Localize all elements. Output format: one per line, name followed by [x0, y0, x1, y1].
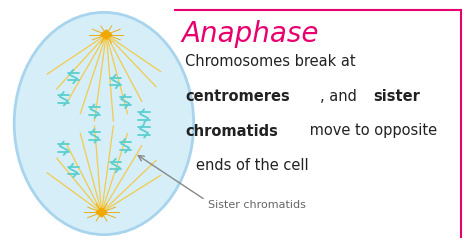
- Text: centromeres: centromeres: [185, 89, 290, 104]
- Polygon shape: [96, 208, 107, 217]
- Ellipse shape: [14, 12, 194, 235]
- Text: Chromosomes break at: Chromosomes break at: [185, 54, 356, 69]
- Text: Anaphase: Anaphase: [182, 20, 319, 48]
- Text: ends of the cell: ends of the cell: [196, 158, 309, 173]
- Text: chromatids: chromatids: [185, 124, 278, 139]
- Polygon shape: [101, 30, 112, 39]
- Text: Sister chromatids: Sister chromatids: [208, 200, 306, 210]
- Text: move to opposite: move to opposite: [305, 124, 437, 139]
- Text: sister: sister: [373, 89, 420, 104]
- Text: , and: , and: [320, 89, 361, 104]
